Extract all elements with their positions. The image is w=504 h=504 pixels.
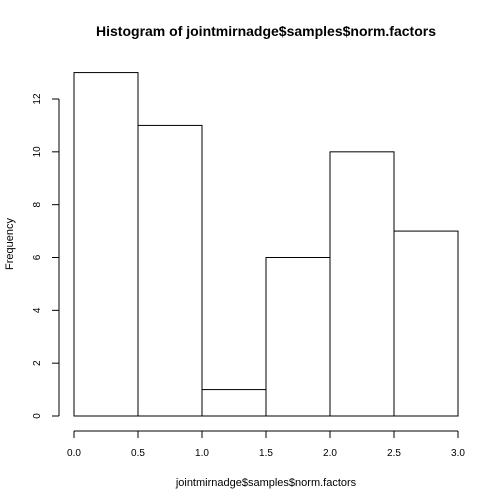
histogram-bar-1 (137, 124, 203, 417)
y-tick-label-6: 12 (32, 93, 43, 105)
x-tick-label-1: 0.5 (131, 448, 145, 459)
histogram-bar-5 (393, 230, 459, 417)
y-tick-label-4: 8 (32, 201, 43, 207)
y-tick-label-5: 10 (32, 146, 43, 158)
x-tick-label-5: 2.5 (387, 448, 401, 459)
y-axis: 0 2 4 6 8 10 12 (32, 93, 60, 419)
x-tick-label-0: 0.0 (67, 448, 81, 459)
bars-group (73, 72, 459, 417)
x-tick-label-4: 2.0 (323, 448, 337, 459)
x-axis-label: jointmirnadge$samples$norm.factors (175, 477, 357, 489)
y-axis-label: Frequency (4, 218, 16, 270)
y-tick-label-0: 0 (32, 413, 43, 419)
x-tick-label-3: 1.5 (259, 448, 273, 459)
x-tick-label-6: 3.0 (451, 448, 465, 459)
histogram-bar-4 (329, 151, 395, 417)
histogram-bar-2 (201, 389, 267, 417)
histogram-bar-0 (73, 72, 139, 417)
chart-title: Histogram of jointmirnadge$samples$norm.… (96, 23, 436, 39)
y-tick-label-3: 6 (32, 254, 43, 260)
y-tick-label-2: 4 (32, 307, 43, 313)
x-axis: 0.0 0.5 1.0 1.5 2.0 2.5 3.0 (67, 430, 465, 459)
histogram-bar-3 (265, 257, 331, 417)
x-tick-label-2: 1.0 (195, 448, 209, 459)
y-tick-label-1: 2 (32, 360, 43, 366)
